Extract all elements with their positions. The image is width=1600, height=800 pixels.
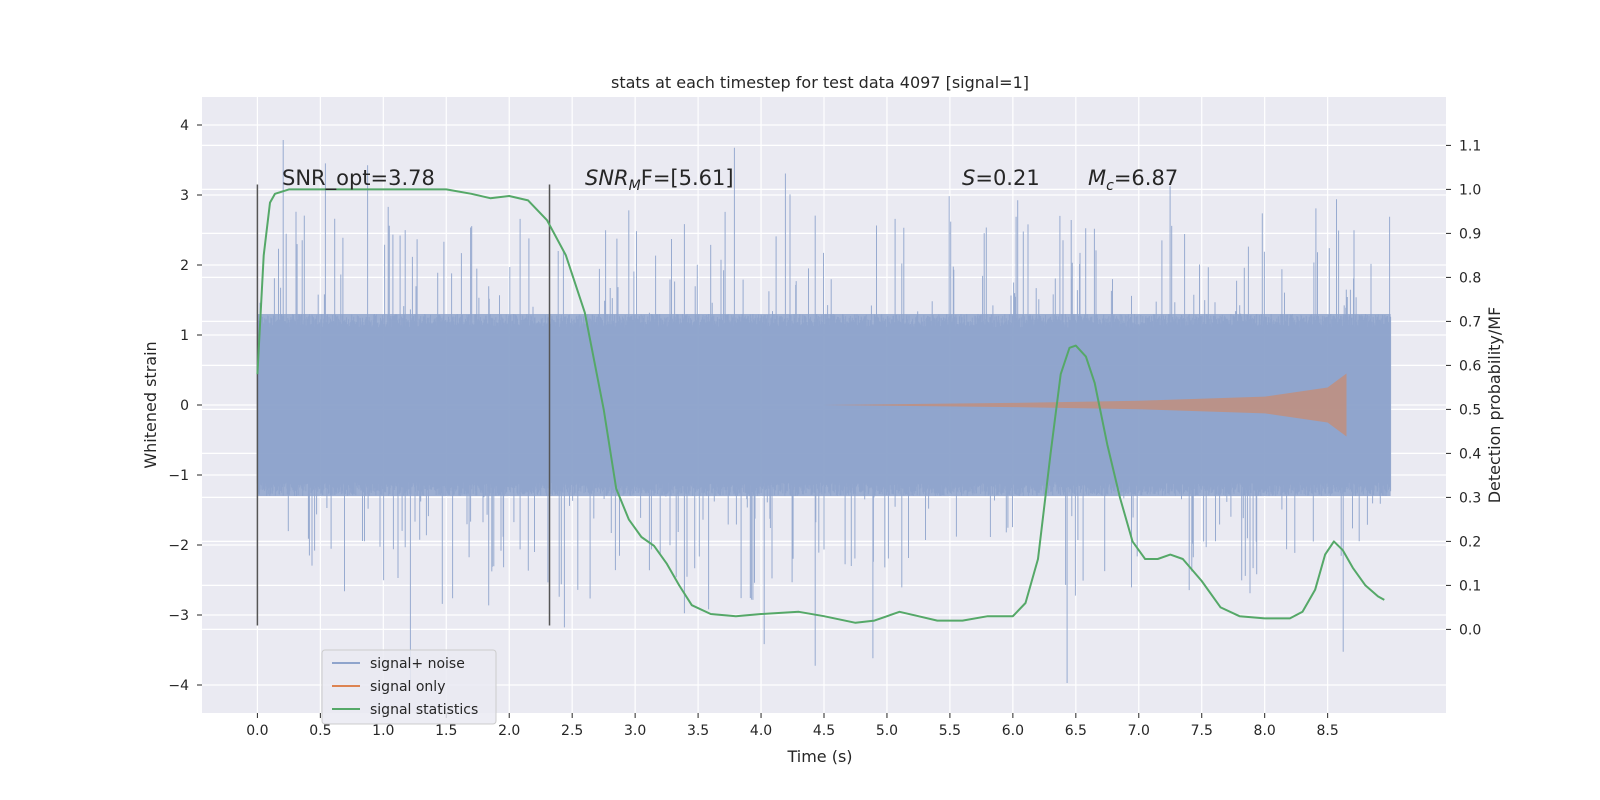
x-tick-label: 7.0 xyxy=(1128,723,1150,739)
x-tick-label: 1.0 xyxy=(372,723,394,739)
x-tick-label: 5.5 xyxy=(939,723,961,739)
marker-lines xyxy=(256,184,551,626)
statistics-line xyxy=(256,188,1385,624)
y2-axis-label: Detection probability/MF xyxy=(1485,307,1504,504)
legend-label-signal-noise: signal+ noise xyxy=(370,656,465,672)
signal-envelope xyxy=(824,373,1347,437)
y2-tick-label: 0.4 xyxy=(1459,446,1481,462)
x-tick-label: 8.5 xyxy=(1317,723,1339,739)
y-tick-label: 3 xyxy=(180,188,189,204)
y2-tick-label: 0.2 xyxy=(1459,534,1481,550)
legend-box xyxy=(321,649,497,725)
x-tick-label: 3.0 xyxy=(624,723,646,739)
legend-label-signal-only: signal only xyxy=(370,679,445,695)
x-tick-label: 0.0 xyxy=(246,723,268,739)
y-tick-label: −3 xyxy=(168,608,189,624)
legend: signal+ noise signal only signal statist… xyxy=(321,649,497,725)
legend-label-signal-statistics: signal statistics xyxy=(370,702,478,718)
x-tick-label: 0.5 xyxy=(309,723,331,739)
y2-tick-label: 1.1 xyxy=(1459,138,1481,154)
y-tick-label: 1 xyxy=(180,328,189,344)
annotation-mc: Mc=6.87 xyxy=(1088,166,1178,194)
x-tick-label: 7.5 xyxy=(1191,723,1213,739)
x-tick-label: 8.0 xyxy=(1254,723,1276,739)
y2-tick-label: 0.6 xyxy=(1459,358,1481,374)
annotation-mc-rest: =6.87 xyxy=(1114,166,1178,190)
x-axis-label: Time (s) xyxy=(786,747,852,766)
annotation-snr-mf-main: SNR xyxy=(585,166,629,190)
x-tick-label: 2.5 xyxy=(561,723,583,739)
y2-tick-label: 1.0 xyxy=(1459,182,1481,198)
y2-tick-label: 0.3 xyxy=(1459,490,1481,506)
x-tick-label: 4.0 xyxy=(750,723,772,739)
annotation-s: S=0.21 xyxy=(962,166,1040,190)
series-signal-statistics xyxy=(256,188,1385,624)
y-axis-label: Whitened strain xyxy=(141,341,160,468)
annotation-snr-mf: SNRMF=[5.61] xyxy=(585,166,734,194)
annotation-s-main: S xyxy=(962,166,975,190)
tick-labels: 0.0 0.5 1.0 1.5 2.0 2.5 3.0 3.5 4.0 4.5 5.0 5.5 6.0 6… xyxy=(168,118,1481,739)
x-tick-label: 2.0 xyxy=(498,723,520,739)
y-tick-label: 2 xyxy=(180,258,189,274)
annotation-mc-sub: c xyxy=(1106,178,1114,194)
y2-tick-label: 0.7 xyxy=(1459,314,1481,330)
annotation-snr-opt: SNR_opt=3.78 xyxy=(282,166,435,191)
annotation-mc-main: M xyxy=(1088,166,1106,190)
y2-tick-label: 0.0 xyxy=(1459,622,1481,638)
y-tick-label: −2 xyxy=(168,538,189,554)
annotation-s-rest: =0.21 xyxy=(975,166,1039,190)
y-tick-label: −1 xyxy=(168,468,189,484)
x-tick-label: 1.5 xyxy=(435,723,457,739)
x-tick-label: 6.5 xyxy=(1065,723,1087,739)
y2-tick-label: 0.8 xyxy=(1459,270,1481,286)
x-tick-label: 4.5 xyxy=(813,723,835,739)
x-tick-label: 5.0 xyxy=(876,723,898,739)
y2-tick-label: 0.5 xyxy=(1459,402,1481,418)
annotation-snr-mf-sub: M xyxy=(629,178,641,194)
y2-tick-label: 0.9 xyxy=(1459,226,1481,242)
annotation-snr-mf-rest: F=[5.61] xyxy=(641,166,734,190)
y-tick-label: −4 xyxy=(168,678,189,694)
chart-title: stats at each timestep for test data 409… xyxy=(611,73,1029,92)
y-tick-label: 0 xyxy=(180,398,189,414)
x-tick-label: 3.5 xyxy=(687,723,709,739)
x-tick-label: 6.0 xyxy=(1002,723,1024,739)
series-signal-only xyxy=(824,373,1347,437)
y-tick-label: 4 xyxy=(180,118,189,134)
y2-tick-label: 0.1 xyxy=(1459,578,1481,594)
